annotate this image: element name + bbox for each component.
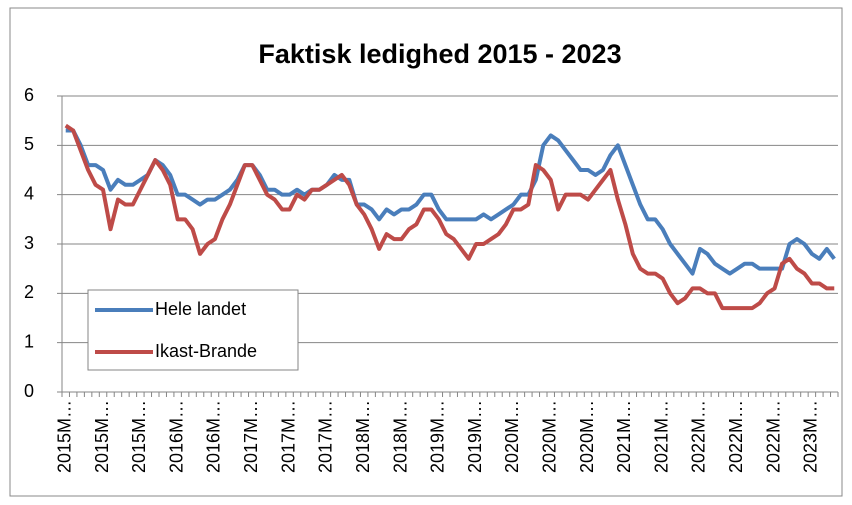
- y-tick-label: 0: [24, 381, 34, 401]
- x-tick-label: 2015M…: [129, 400, 149, 473]
- x-tick-label: 2020M…: [539, 400, 559, 473]
- x-tick-label: 2017M…: [241, 400, 261, 473]
- x-tick-label: 2019M…: [465, 400, 485, 473]
- x-tick-label: 2015M…: [92, 400, 112, 473]
- legend-label: Hele landet: [155, 299, 246, 319]
- x-tick-label: 2016M…: [166, 400, 186, 473]
- x-tick-label: 2020M…: [502, 400, 522, 473]
- y-tick-label: 1: [24, 331, 34, 351]
- x-tick-label: 2017M…: [278, 400, 298, 473]
- x-tick-label: 2019M…: [428, 400, 448, 473]
- x-tick-label: 2022M…: [726, 400, 746, 473]
- x-tick-label: 2018M…: [390, 400, 410, 473]
- legend-label: Ikast-Brande: [155, 341, 257, 361]
- x-tick-label: 2016M…: [204, 400, 224, 473]
- x-tick-label: 2022M…: [689, 400, 709, 473]
- x-tick-label: 2021M…: [614, 400, 634, 473]
- x-tick-label: 2020M…: [577, 400, 597, 473]
- x-tick-label: 2021M…: [651, 400, 671, 473]
- x-tick-label: 2015M…: [54, 400, 74, 473]
- y-tick-label: 5: [24, 134, 34, 154]
- x-tick-label: 2022M…: [763, 400, 783, 473]
- legend-box: [87, 289, 299, 371]
- series-line: [65, 128, 836, 276]
- chart-title: Faktisk ledighed 2015 - 2023: [258, 39, 621, 69]
- y-tick-label: 4: [24, 183, 34, 203]
- x-tick-label: 2017M…: [316, 400, 336, 473]
- y-tick-label: 6: [24, 85, 34, 105]
- x-tick-label: 2018M…: [353, 400, 373, 473]
- y-tick-label: 3: [24, 233, 34, 253]
- x-tick-label: 2023M…: [801, 400, 821, 473]
- series-line: [64, 123, 835, 311]
- y-tick-label: 2: [24, 282, 34, 302]
